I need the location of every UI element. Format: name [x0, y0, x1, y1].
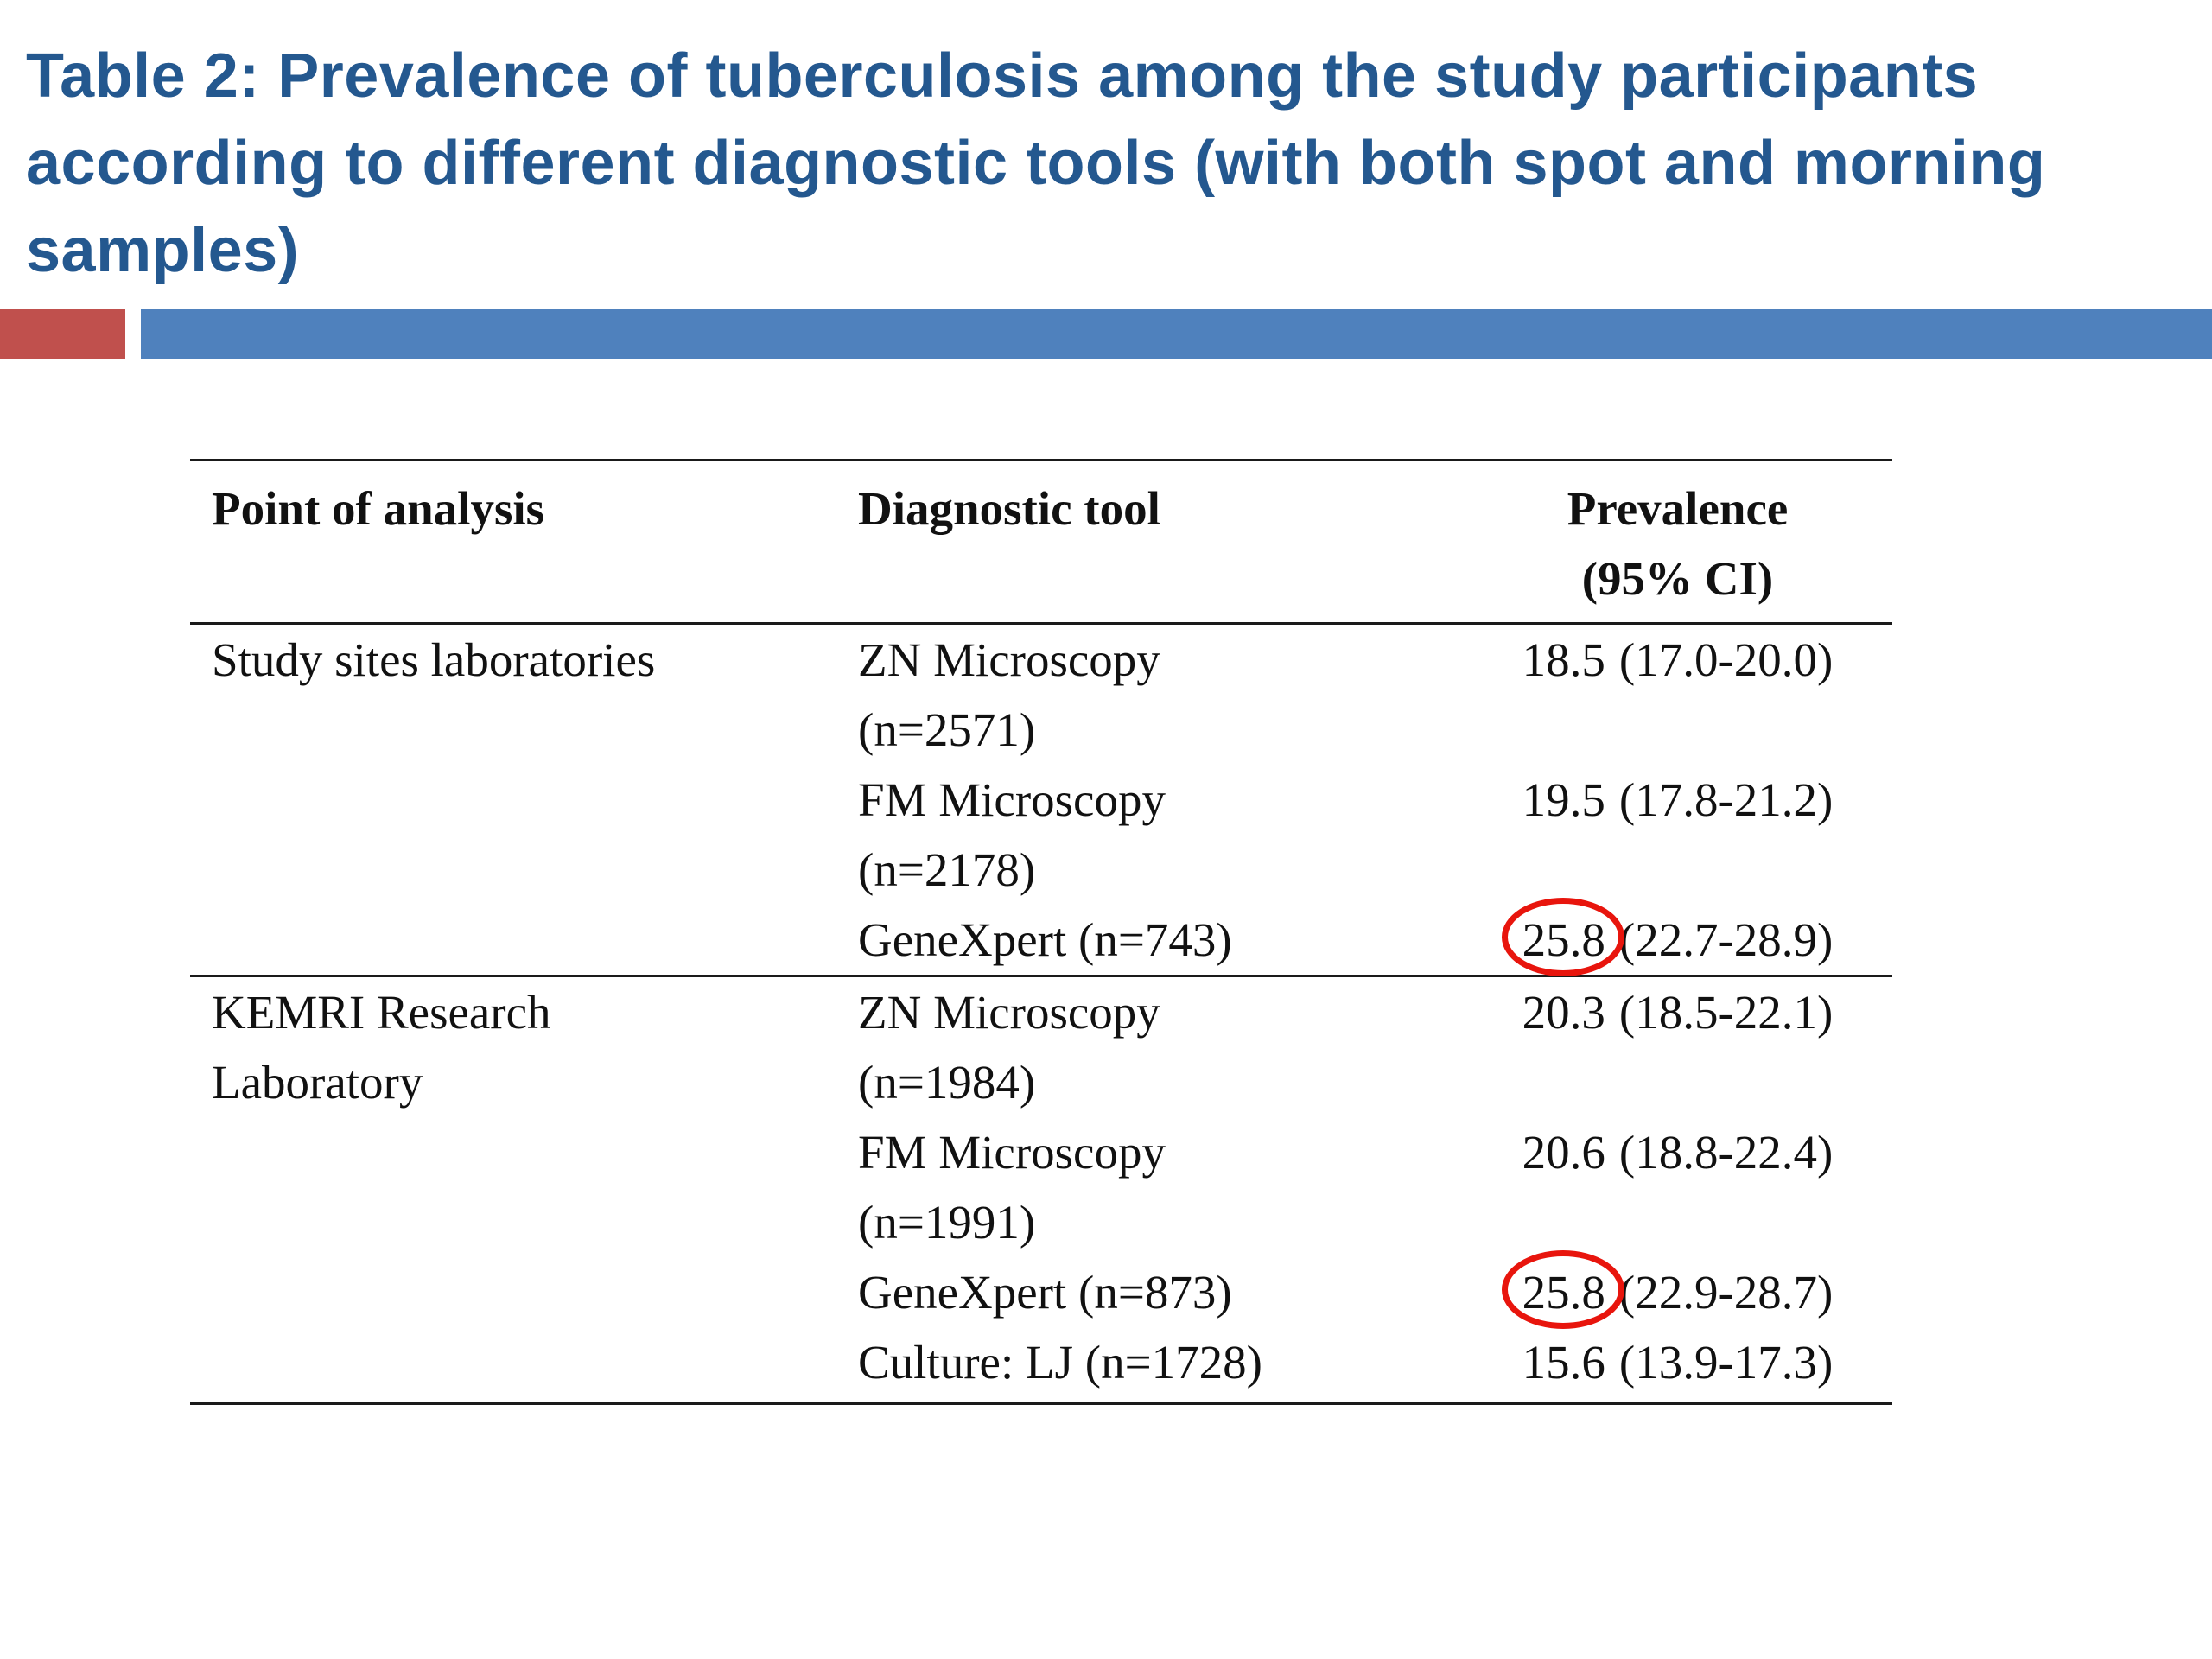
- prevalence-cell: 15.6 (13.9-17.3): [1463, 1327, 1892, 1406]
- tool-cell: GeneXpert (n=743): [858, 913, 1232, 967]
- confidence-interval: (18.8-22.4): [1618, 1126, 1834, 1179]
- group-label: Study sites laboratories: [212, 633, 656, 687]
- table-row: Study sites laboratories ZN Microscopy (…: [190, 624, 1892, 766]
- prevalence-value: 20.3: [1522, 986, 1605, 1039]
- table-header-row: Point of analysis Diagnostic tool Preval…: [190, 459, 1892, 626]
- prevalence-value-red-circle: 25.8: [1501, 1250, 1625, 1330]
- prevalence-value: 18.5: [1522, 633, 1605, 687]
- prevalence-cell: 20.3 (18.5-22.1): [1463, 975, 1892, 1118]
- group-label: [190, 905, 858, 976]
- prevalence-cell: 18.5 (17.0-20.0): [1463, 624, 1892, 766]
- tool-cell: FM Microscopy (n=2178): [858, 773, 1166, 897]
- prevalence-cell: 20.6 (18.8-22.4): [1463, 1117, 1892, 1257]
- group-label: [190, 765, 858, 905]
- col-header-diagnostic-tool: Diagnostic tool: [858, 459, 1463, 626]
- confidence-interval: (18.5-22.1): [1618, 986, 1834, 1039]
- group-label: [190, 1257, 858, 1327]
- accent-bar-blue-stripe: [141, 309, 2212, 360]
- accent-bar-gap: [125, 309, 141, 360]
- prevalence-value: 15.6: [1522, 1336, 1605, 1389]
- slide-title: Table 2: Prevalence of tuberculosis amon…: [26, 41, 2046, 285]
- prevalence-value-red-circle: 25.8: [1501, 898, 1625, 977]
- table-row: FM Microscopy (n=1991) 20.6 (18.8-22.4): [190, 1117, 1892, 1257]
- accent-bar: [0, 309, 2212, 360]
- table-row: KEMRI Research Laboratory ZN Microscopy …: [190, 975, 1892, 1118]
- group-label: KEMRI Research Laboratory: [190, 975, 858, 1118]
- tool-cell: ZN Microscopy (n=1984): [858, 975, 1463, 1118]
- tool-cell: FM Microscopy (n=1991): [858, 1126, 1166, 1249]
- prevalence-cell: 25.8 (22.7-28.9): [1463, 898, 1892, 977]
- tool-cell: Culture: LJ (n=1728): [858, 1327, 1463, 1406]
- group-label: [190, 1117, 858, 1257]
- confidence-interval: (22.7-28.9): [1618, 913, 1834, 967]
- prevalence-value: 19.5: [1522, 773, 1605, 827]
- tool-cell: GeneXpert (n=873): [858, 1266, 1232, 1319]
- tool-cell: ZN Microscopy (n=2571): [858, 633, 1160, 757]
- prevalence-table: Point of analysis Diagnostic tool Preval…: [190, 459, 1892, 1406]
- prevalence-cell: 25.8 (22.9-28.7): [1463, 1250, 1892, 1330]
- confidence-interval: (13.9-17.3): [1618, 1336, 1834, 1389]
- confidence-interval: (17.0-20.0): [1618, 633, 1834, 687]
- table-row: Culture: LJ (n=1728) 15.6 (13.9-17.3): [190, 1327, 1892, 1406]
- confidence-interval: (22.9-28.7): [1618, 1266, 1834, 1319]
- table-row: FM Microscopy (n=2178) 19.5 (17.8-21.2): [190, 765, 1892, 905]
- group-label: [190, 1327, 858, 1406]
- table-row: GeneXpert (n=873) 25.8 (22.9-28.7): [190, 1250, 1892, 1330]
- prevalence-cell: 19.5 (17.8-21.2): [1463, 765, 1892, 905]
- table-row: GeneXpert (n=743) 25.8 (22.7-28.9): [190, 898, 1892, 977]
- prevalence-value: 20.6: [1522, 1126, 1605, 1179]
- col-header-prevalence: Prevalence (95% CI): [1463, 459, 1892, 626]
- confidence-interval: (17.8-21.2): [1618, 773, 1834, 827]
- col-header-point-of-analysis: Point of analysis: [190, 459, 858, 626]
- accent-bar-red-block: [0, 309, 125, 360]
